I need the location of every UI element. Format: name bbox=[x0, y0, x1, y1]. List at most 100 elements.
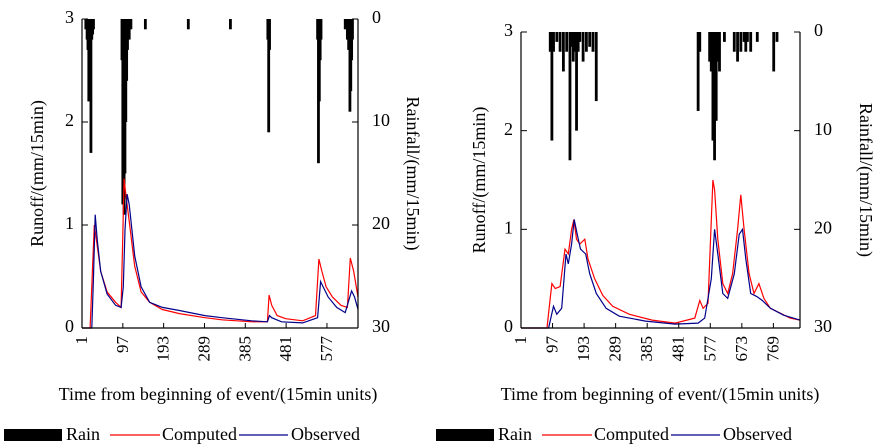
rain-series bbox=[84, 19, 354, 215]
x-axis-label: Time from beginning of event/(15min unit… bbox=[501, 384, 820, 405]
y-axis-label-left: Runoff/(mm/15min) bbox=[27, 100, 48, 247]
y-tick-label-right: 20 bbox=[814, 217, 832, 237]
x-tick-label: 1 bbox=[72, 336, 91, 345]
rain-bar bbox=[714, 32, 718, 121]
legend-label-observed: Observed bbox=[723, 424, 792, 444]
x-tick-label: 385 bbox=[235, 336, 254, 362]
rain-bar bbox=[775, 32, 779, 42]
rain-bar bbox=[736, 32, 739, 62]
legend-label-computed: Computed bbox=[162, 424, 237, 444]
rain-bar bbox=[581, 32, 585, 62]
rain-bar bbox=[713, 32, 716, 161]
rain-bar bbox=[268, 19, 271, 50]
rain-bar bbox=[749, 32, 753, 52]
x-tick-label: 97 bbox=[543, 336, 562, 354]
rain-bar bbox=[744, 32, 748, 52]
rain-bar bbox=[742, 32, 746, 42]
y-tick-label-right: 30 bbox=[814, 316, 832, 336]
y-tick-label-left: 3 bbox=[504, 20, 513, 40]
legend: Rain Computed Observed bbox=[4, 424, 360, 444]
rain-bar bbox=[578, 32, 582, 42]
y-tick-label-left: 2 bbox=[504, 119, 513, 139]
rain-series bbox=[548, 32, 779, 161]
rain-bar bbox=[594, 32, 598, 102]
y-axis-label-right: Rainfall/(mm/15min) bbox=[402, 97, 423, 251]
y-tick-label-right: 10 bbox=[814, 119, 832, 139]
rain-bar bbox=[555, 32, 559, 42]
x-tick-label: 193 bbox=[154, 336, 173, 362]
x-tick-label: 385 bbox=[637, 336, 656, 362]
x-tick-label: 577 bbox=[317, 336, 336, 362]
y-tick-label-right: 30 bbox=[372, 316, 390, 336]
x-tick-label: 481 bbox=[276, 336, 295, 362]
rain-bar bbox=[558, 32, 562, 52]
rain-bar bbox=[552, 32, 555, 52]
rain-bar bbox=[548, 32, 552, 52]
series-line-computed bbox=[82, 178, 359, 329]
x-axis-label: Time from beginning of event/(15min unit… bbox=[59, 384, 378, 405]
rain-bar bbox=[584, 32, 588, 52]
y-tick-label-right: 0 bbox=[372, 7, 381, 27]
series-line-computed bbox=[521, 179, 801, 329]
rain-bar bbox=[127, 19, 131, 40]
legend-swatch-rain bbox=[436, 429, 494, 441]
rain-bar bbox=[588, 32, 592, 47]
rain-bar bbox=[186, 19, 190, 30]
x-tick-label: 289 bbox=[194, 336, 213, 362]
rain-bar bbox=[229, 19, 232, 30]
rain-bar bbox=[576, 32, 580, 52]
legend: Rain Computed Observed bbox=[436, 424, 792, 444]
rain-bar bbox=[746, 32, 749, 42]
legend-label-observed: Observed bbox=[291, 424, 360, 444]
y-tick-label-right: 0 bbox=[814, 20, 823, 40]
x-tick-label: 97 bbox=[113, 336, 132, 354]
legend-swatch-rain bbox=[4, 429, 62, 441]
rain-bar bbox=[571, 32, 575, 62]
x-tick-label: 1 bbox=[511, 336, 530, 345]
rain-bar bbox=[126, 19, 129, 50]
rain-bar bbox=[739, 32, 743, 52]
rain-bar bbox=[708, 32, 712, 62]
legend-label-rain: Rain bbox=[498, 424, 532, 444]
rain-bar bbox=[755, 32, 759, 42]
rain-bar bbox=[565, 32, 569, 52]
rain-bar bbox=[570, 32, 574, 47]
series-line-observed bbox=[82, 193, 359, 329]
legend-label-rain: Rain bbox=[66, 424, 100, 444]
rain-bar bbox=[723, 32, 726, 42]
y-axis-label-left: Runoff/(mm/15min) bbox=[469, 107, 490, 254]
y-tick-label-left: 0 bbox=[65, 316, 74, 336]
legend-label-computed: Computed bbox=[594, 424, 669, 444]
y-axis-label-right: Rainfall/(mm/15min) bbox=[855, 103, 876, 257]
rain-bar bbox=[772, 32, 776, 72]
x-tick-label: 577 bbox=[700, 336, 719, 362]
y-tick-label-right: 10 bbox=[372, 110, 390, 130]
rain-bar bbox=[550, 32, 554, 141]
rain-bar bbox=[343, 19, 347, 30]
rain-bar bbox=[575, 32, 578, 131]
rain-bar bbox=[129, 19, 133, 30]
rain-bar bbox=[573, 32, 577, 52]
rain-bar bbox=[319, 19, 323, 40]
rain-bar bbox=[709, 32, 713, 72]
rain-bar bbox=[718, 32, 721, 72]
rain-bar bbox=[698, 32, 702, 52]
x-tick-label: 289 bbox=[606, 336, 625, 362]
x-tick-label: 769 bbox=[763, 336, 782, 362]
rain-bar bbox=[92, 19, 95, 30]
rain-bar bbox=[561, 32, 565, 72]
rain-bar bbox=[732, 32, 736, 52]
rain-bar bbox=[716, 32, 720, 62]
y-tick-label-left: 3 bbox=[65, 7, 74, 27]
y-tick-label-left: 2 bbox=[65, 110, 74, 130]
rain-bar bbox=[351, 19, 354, 40]
rain-bar bbox=[696, 32, 700, 111]
rain-bar bbox=[711, 32, 715, 141]
rain-bar bbox=[89, 19, 93, 153]
series-line-observed bbox=[521, 219, 801, 329]
rain-bar bbox=[568, 32, 572, 161]
x-tick-label: 481 bbox=[669, 336, 688, 362]
rain-bar bbox=[267, 19, 271, 133]
